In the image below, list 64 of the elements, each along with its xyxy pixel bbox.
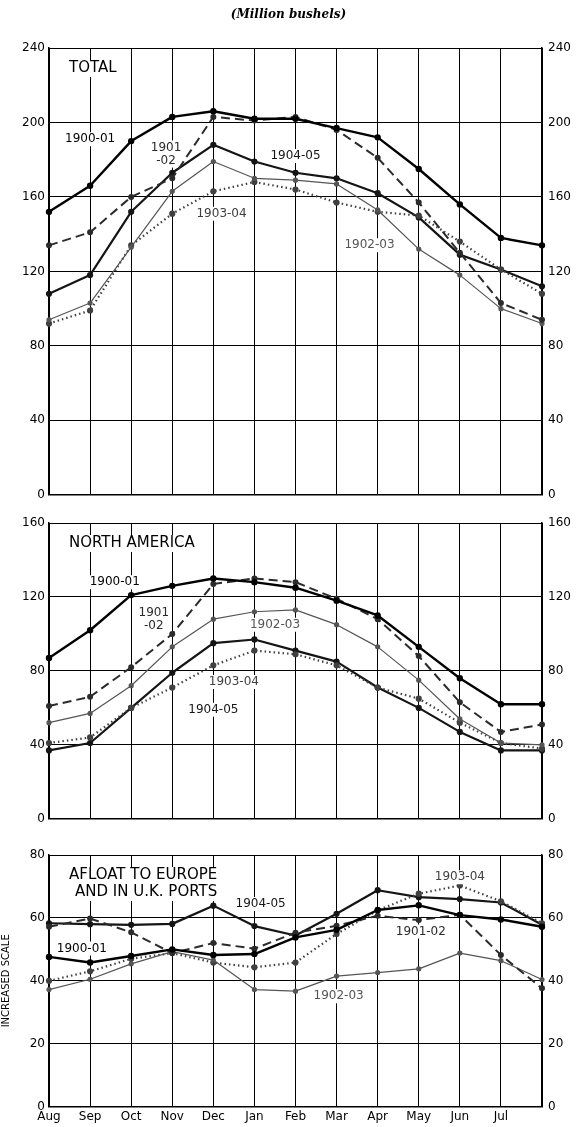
series-label: 1900-01 <box>65 131 116 146</box>
text: TOTAL <box>68 58 118 77</box>
series-label: 1900-01 <box>56 940 107 955</box>
series-label: 1904-05 <box>235 896 286 911</box>
y2-tick-label: 120 <box>548 263 571 278</box>
y-tick-label: 40 <box>29 972 45 987</box>
y-tick-label: 20 <box>29 1035 45 1050</box>
text: AFLOAT TO EUROPE AND IN U.K. PORTS <box>69 865 218 901</box>
y2-tick-label: 80 <box>548 337 564 352</box>
text: 1904-05 <box>188 701 239 716</box>
x-tick-label: Jul <box>492 1108 509 1123</box>
y2-tick-label: 20 <box>548 1035 564 1050</box>
series-label: 1901-02 <box>150 139 182 167</box>
series-label: 1902-03 <box>249 616 301 631</box>
series-label: 1902-03 <box>344 237 395 252</box>
y-tick-label: 240 <box>22 40 45 55</box>
y2-tick-label: 0 <box>548 486 556 501</box>
y2-tick-label: 0 <box>548 810 556 825</box>
y-tick-label: 0 <box>37 486 45 501</box>
y2-tick-label: 60 <box>548 910 564 925</box>
series-label: 1900-01 <box>89 574 140 589</box>
y2-tick-label: 80 <box>548 847 564 862</box>
y-tick-label: 40 <box>29 412 45 427</box>
y-tick-label: 80 <box>29 847 45 862</box>
text: NORTH AMERICA <box>69 533 196 552</box>
x-tick-label: Dec <box>201 1108 225 1123</box>
x-tick-label: Feb <box>284 1108 307 1123</box>
y-tick-label: 160 <box>22 515 45 530</box>
series-label: 1904-05 <box>270 148 321 163</box>
y2-tick-label: 200 <box>548 114 571 129</box>
x-tick-label: Oct <box>120 1108 142 1123</box>
y-tick-label: 40 <box>29 736 45 751</box>
y2-tick-label: 120 <box>548 589 571 604</box>
y-tick-label: 200 <box>22 114 45 129</box>
y-tick-label: 80 <box>29 337 45 352</box>
x-tick-label: Nov <box>160 1108 184 1123</box>
series-label: 1902-03 <box>313 988 364 1003</box>
y2-tick-label: 40 <box>548 412 564 427</box>
y-tick-label: 80 <box>29 663 45 678</box>
series-label: 1901-02 <box>395 923 446 938</box>
y2-tick-label: 80 <box>548 663 564 678</box>
y-tick-label: 120 <box>22 263 45 278</box>
series-label: 1903-04 <box>196 205 247 220</box>
series-label: 1903-04 <box>434 869 485 884</box>
y2-tick-label: 160 <box>548 189 571 204</box>
y2-tick-label: 40 <box>548 972 564 987</box>
x-tick-label: Mar <box>325 1108 348 1123</box>
y-axis-title: INCREASED SCALE <box>0 934 11 1028</box>
x-tick-label: Apr <box>367 1108 389 1123</box>
x-tick-label: Sep <box>78 1108 102 1123</box>
y-tick-label: 160 <box>22 189 45 204</box>
y2-tick-label: 160 <box>548 515 571 530</box>
y-tick-label: 60 <box>29 910 45 925</box>
x-tick-label: Jun <box>449 1108 470 1123</box>
x-tick-label: Jan <box>244 1108 264 1123</box>
y2-tick-label: 0 <box>548 1098 556 1113</box>
series-label: 1901-02 <box>138 604 170 632</box>
y-tick-label: 0 <box>37 810 45 825</box>
series-label: 1903-04 <box>208 674 259 689</box>
y2-tick-label: 240 <box>548 40 571 55</box>
y-tick-label: 120 <box>22 589 45 604</box>
y2-tick-label: 40 <box>548 736 564 751</box>
x-tick-label: May <box>406 1108 432 1123</box>
text: (Million bushels) <box>229 6 348 23</box>
